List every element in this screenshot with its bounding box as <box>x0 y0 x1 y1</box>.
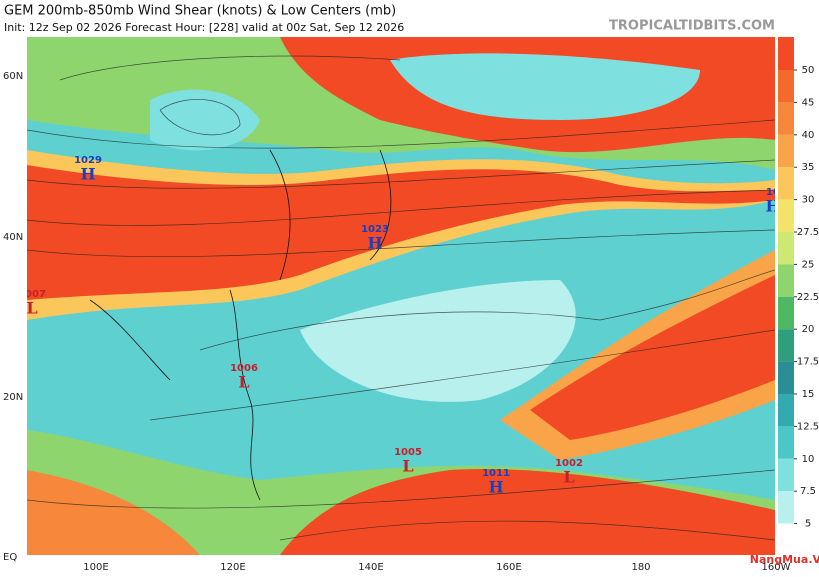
site: TROPICALTIDBITS.COM <box>609 19 775 34</box>
center-pressure: 1007 <box>18 289 46 300</box>
colorbar-swatch <box>778 296 794 330</box>
center-symbol: L <box>563 468 574 487</box>
colorbar-label: 35 <box>802 162 815 173</box>
colorbar-swatch <box>778 199 794 232</box>
colorbar-swatch <box>778 329 794 362</box>
center-pressure: 1006 <box>230 363 258 374</box>
shear-region <box>27 470 200 555</box>
coastline <box>89 149 392 501</box>
shear-region <box>27 165 775 300</box>
colorbar-label: 27.5 <box>797 227 819 238</box>
center-symbol: L <box>26 299 37 318</box>
center-symbol: L <box>238 373 249 392</box>
center-pressure: 1005 <box>394 447 422 458</box>
colorbar-label: 25 <box>802 259 815 270</box>
colorbar-swatch <box>778 394 794 427</box>
lon-label: 120E <box>220 562 245 573</box>
shear-region <box>530 275 775 440</box>
center-symbol: H <box>488 478 503 497</box>
colorbar-swatch <box>778 232 794 265</box>
center-pressure: 1011 <box>482 468 510 479</box>
center-pressure: 1023 <box>361 224 389 235</box>
colorbar-swatch <box>778 134 794 168</box>
lon-label: 140E <box>358 562 383 573</box>
colorbar-label: 50 <box>802 65 815 76</box>
center-symbol: H <box>80 165 95 184</box>
subtitle: Init: 12z Sep 02 2026 Forecast Hour: [22… <box>4 21 404 34</box>
colorbar-label: 7.5 <box>800 486 816 497</box>
center-pressure: 1029 <box>74 155 102 166</box>
streamlines <box>27 55 775 541</box>
colorbar-swatch <box>778 167 794 200</box>
colorbar-label: 15 <box>802 389 815 400</box>
colorbar-swatch <box>778 37 794 70</box>
center-symbol: L <box>402 457 413 476</box>
lon-label: 160E <box>496 562 521 573</box>
colorbar-swatch <box>778 102 794 135</box>
colorbar-swatch <box>778 264 794 297</box>
lat-label: 60N <box>3 71 23 82</box>
shear-region <box>300 280 576 402</box>
colorbar-label: 5 <box>805 519 811 530</box>
colorbar-label: 30 <box>802 195 815 206</box>
lat-label: 20N <box>3 392 23 403</box>
colorbar-swatch <box>778 361 794 394</box>
center-pressure: 10 <box>766 187 780 198</box>
lat-label: 40N <box>3 232 23 243</box>
colorbar-label: 17.5 <box>797 357 819 368</box>
watermark: NangMua.VN <box>750 553 819 566</box>
title: GEM 200mb-850mb Wind Shear (knots) & Low… <box>4 4 396 19</box>
shear-region <box>150 89 260 151</box>
shear-region <box>390 53 700 120</box>
shear-region <box>280 469 775 555</box>
lat-label: EQ <box>3 552 17 563</box>
lon-label: 180 <box>631 562 650 573</box>
colorbar-label: 10 <box>802 454 815 465</box>
colorbar-label: 20 <box>802 324 815 335</box>
center-symbol: H <box>367 234 382 253</box>
lon-label: 160W <box>762 562 791 573</box>
colorbar-swatch <box>778 523 794 555</box>
colorbar-label: 22.5 <box>797 292 819 303</box>
colorbar-label: 40 <box>802 130 815 141</box>
center-symbol: H <box>765 197 780 216</box>
colorbar-label: 45 <box>802 97 815 108</box>
colorbar-label: 12.5 <box>797 421 819 432</box>
center-pressure: 1002 <box>555 458 583 469</box>
colorbar-swatch <box>778 70 794 103</box>
colorbar-swatch <box>778 491 794 524</box>
lon-label: 100E <box>83 562 108 573</box>
colorbar-swatch <box>778 426 794 459</box>
colorbar-swatch <box>778 458 794 492</box>
